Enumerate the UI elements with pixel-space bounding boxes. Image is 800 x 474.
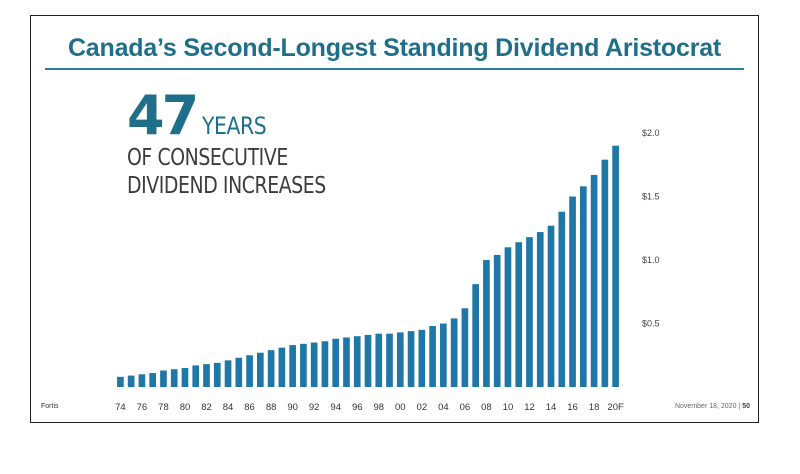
bar-89 <box>278 347 286 387</box>
x-tick-label: 76 <box>137 402 148 413</box>
y-tick-label: $2.0 <box>642 128 660 138</box>
bar-08 <box>483 260 490 387</box>
bar-12 <box>526 237 533 387</box>
years-count: 47 <box>127 84 199 147</box>
y-tick-label: $1.5 <box>642 192 660 202</box>
x-tick-label: 02 <box>417 402 428 413</box>
x-tick-label: 04 <box>438 402 449 413</box>
x-tick-label: 84 <box>223 402 234 413</box>
x-tick-label: 18 <box>589 402 600 413</box>
bar-97 <box>364 334 372 387</box>
headline-block: 47 YEARS OF CONSECUTIVE DIVIDEND INCREAS… <box>127 88 370 200</box>
bar-92 <box>310 342 318 387</box>
footer-page-number: 50 <box>742 403 750 410</box>
x-tick-label: 16 <box>567 402 578 413</box>
bar-83 <box>213 362 221 387</box>
bar-03 <box>429 326 436 387</box>
bar-82 <box>203 364 210 387</box>
x-tick-label: 86 <box>244 402 255 413</box>
x-tick-label: 74 <box>115 402 126 413</box>
bar-02 <box>418 329 426 387</box>
bar-96 <box>353 336 361 387</box>
x-tick-label: 00 <box>395 402 406 413</box>
x-tick-label: 08 <box>481 402 492 413</box>
bar-91 <box>300 343 307 387</box>
y-tick-label: $0.5 <box>642 319 660 329</box>
x-tick-label: 98 <box>373 402 384 413</box>
bar-14 <box>547 225 555 387</box>
bar-90 <box>289 345 296 387</box>
headline-line-1: OF CONSECUTIVE <box>127 145 288 171</box>
bar-10 <box>504 247 512 387</box>
bar-93 <box>321 341 329 387</box>
bar-76 <box>138 374 146 387</box>
footer-date: November 18, 2020 <box>674 403 737 410</box>
x-tick-label: 92 <box>309 402 320 413</box>
bar-95 <box>343 337 350 387</box>
bar-15 <box>558 211 566 387</box>
bar-11 <box>515 242 523 387</box>
x-tick-label: 78 <box>158 402 169 413</box>
bar-16 <box>569 196 576 387</box>
bar-99 <box>386 333 393 387</box>
bar-77 <box>149 373 157 387</box>
x-tick-label: 06 <box>460 402 471 413</box>
bar-88 <box>267 350 275 387</box>
bar-94 <box>332 338 340 387</box>
bar-84 <box>224 360 232 387</box>
bar-20F <box>612 145 619 387</box>
x-tick-label: 20F <box>607 402 624 413</box>
x-tick-label: 14 <box>546 402 557 413</box>
bar-78 <box>160 370 167 387</box>
title-rule <box>45 68 744 70</box>
bar-18 <box>590 174 598 387</box>
bar-01 <box>407 331 415 387</box>
slide: Canada’s Second-Longest Standing Dividen… <box>30 15 759 423</box>
x-tick-label: 94 <box>330 402 341 413</box>
bar-06 <box>461 308 469 387</box>
x-tick-label: 88 <box>266 402 277 413</box>
years-unit: YEARS <box>202 112 267 140</box>
bar-07 <box>472 284 479 387</box>
bar-13 <box>536 232 544 387</box>
x-tick-label: 10 <box>503 402 514 413</box>
bar-79 <box>170 369 178 387</box>
bar-98 <box>375 333 383 387</box>
bar-86 <box>246 355 253 387</box>
x-tick-label: 96 <box>352 402 363 413</box>
footer-company: Fortis <box>41 403 59 410</box>
footer-meta: November 18, 2020 | 50 <box>675 403 750 410</box>
dividend-bar-chart: 74 76 78 80 82 84 86 88 90 92 94 96 98 00 02 04 06 08 10 12… <box>115 128 660 413</box>
bar-87 <box>257 352 264 387</box>
bar-05 <box>450 318 458 387</box>
x-tick-label: 12 <box>524 402 535 413</box>
x-tick-label: 90 <box>287 402 298 413</box>
bar-00 <box>396 332 404 387</box>
bar-17 <box>579 186 587 387</box>
headline-line-2: DIVIDEND INCREASES <box>127 173 326 199</box>
footer-separator: | <box>738 403 741 410</box>
x-tick-label: 80 <box>180 402 191 413</box>
bar-74 <box>117 376 124 387</box>
bar-09 <box>493 254 501 387</box>
x-tick-label: 82 <box>201 402 212 413</box>
slide-title: Canada’s Second-Longest Standing Dividen… <box>67 34 722 62</box>
bar-19 <box>601 159 609 387</box>
y-tick-label: $1.0 <box>642 255 660 265</box>
bar-85 <box>235 357 243 387</box>
bar-80 <box>181 367 189 387</box>
bar-04 <box>440 323 447 387</box>
bar-81 <box>192 365 200 387</box>
bar-75 <box>127 375 135 387</box>
